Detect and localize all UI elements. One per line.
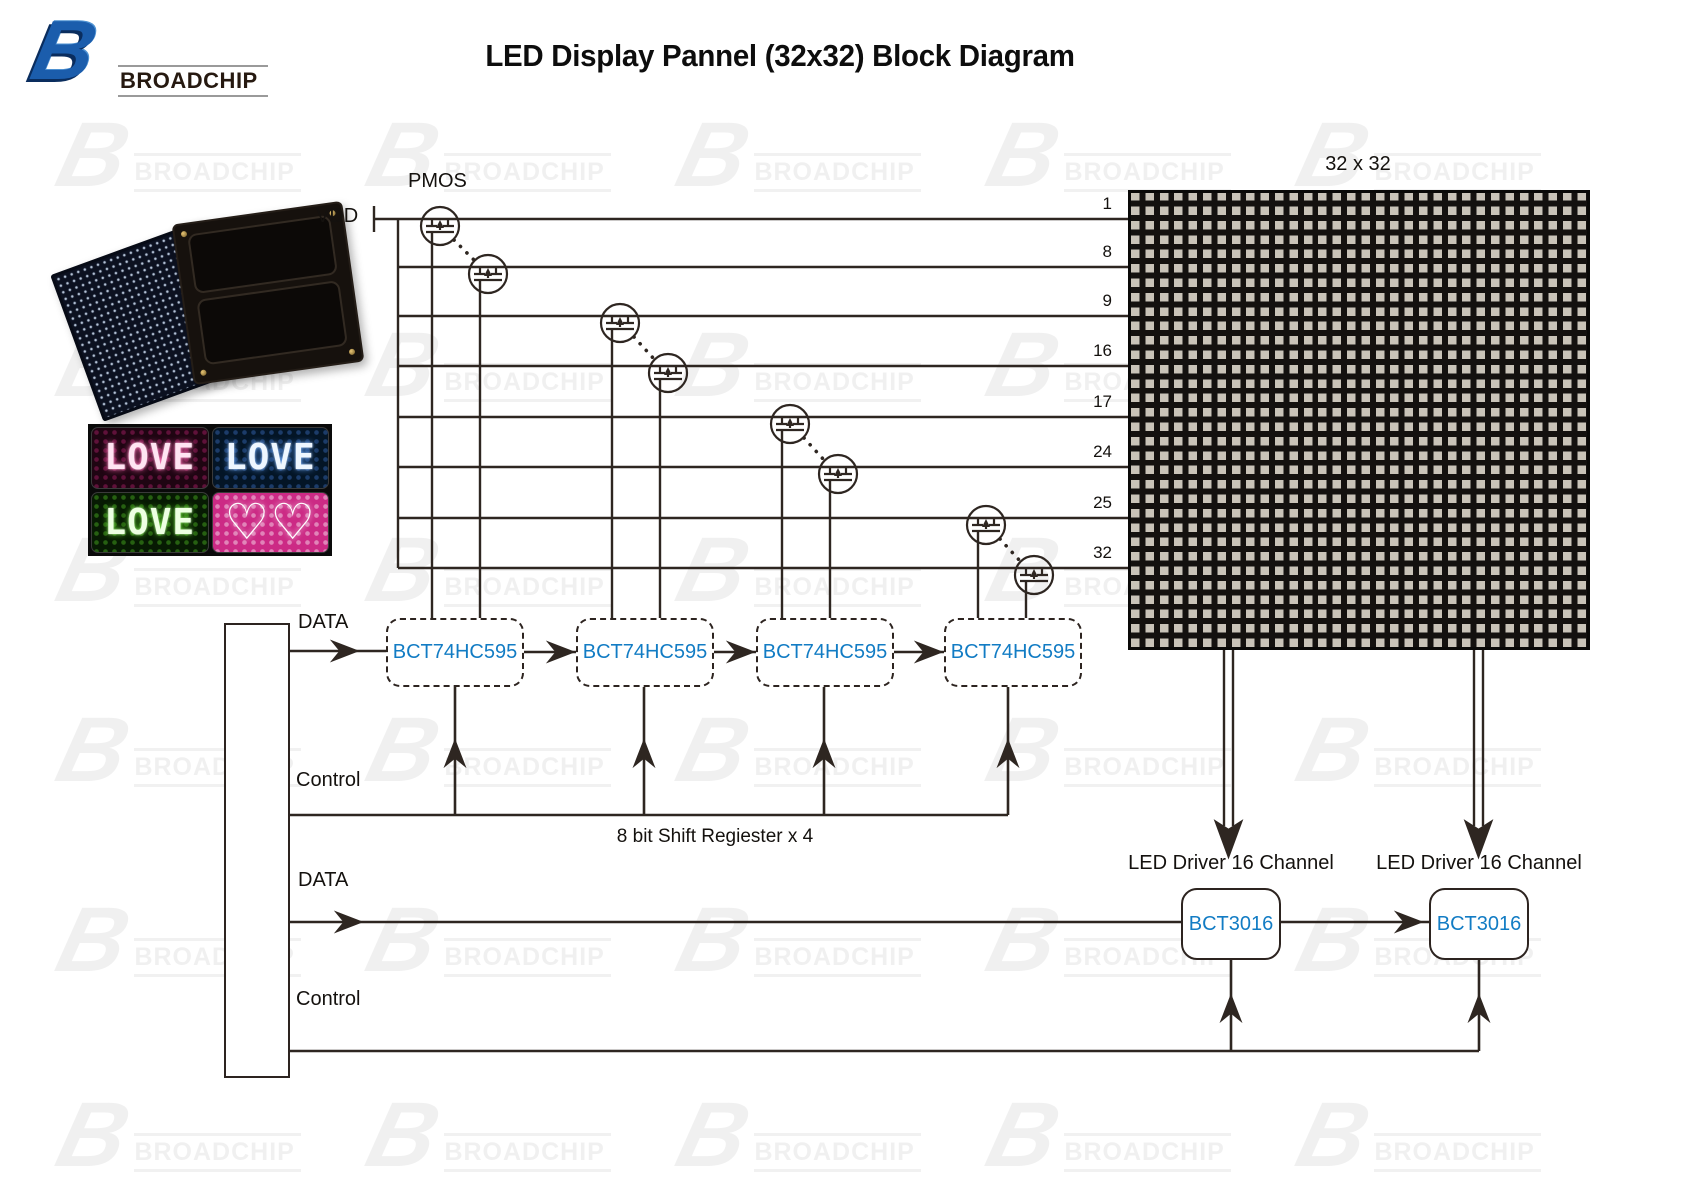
watermark-text: BROADCHIP bbox=[444, 362, 611, 402]
led-driver-label-1: LED Driver 16 Channel bbox=[1128, 852, 1334, 874]
row-number-16: 16 bbox=[1093, 341, 1112, 360]
control-label-1: Control bbox=[296, 769, 361, 791]
watermark-text: BROADCHIP bbox=[754, 937, 921, 977]
data-chain-arrows bbox=[290, 639, 944, 664]
shift-register-block-3: BCT74HC595 bbox=[756, 618, 894, 687]
watermark-text: BROADCHIP bbox=[444, 747, 611, 787]
chip-label: BCT3016 bbox=[1436, 912, 1522, 935]
watermark-text: BROADCHIP bbox=[444, 567, 611, 607]
watermark-text: BROADCHIP bbox=[754, 362, 921, 402]
shift-register-block-4: BCT74HC595 bbox=[944, 618, 1082, 687]
chip-label: BCT74HC595 bbox=[950, 641, 1076, 663]
chip-label: BCT74HC595 bbox=[762, 641, 888, 663]
watermark-text: BROADCHIP bbox=[754, 1132, 921, 1172]
ellipsis-dots bbox=[452, 238, 1022, 563]
watermark-text: BROADCHIP bbox=[754, 152, 921, 192]
led-matrix-32x32 bbox=[1128, 190, 1590, 650]
broadchip-logo: B BROADCHIP bbox=[24, 3, 270, 112]
row-number-8: 8 bbox=[1102, 242, 1112, 261]
row-number-25: 25 bbox=[1093, 493, 1112, 512]
watermark-text: BROADCHIP bbox=[1374, 1132, 1541, 1172]
data-label-1: DATA bbox=[298, 611, 349, 633]
shift-register-block-2: BCT74HC595 bbox=[576, 618, 714, 687]
pmos-transistors bbox=[419, 205, 1055, 596]
led-demo-photos: LOVE LOVE LOVE ♡♡ bbox=[88, 424, 332, 556]
led-driver-block-2: BCT3016 bbox=[1429, 888, 1529, 960]
gate-lines bbox=[430, 233, 1028, 618]
row-number-17: 17 bbox=[1093, 392, 1112, 411]
data-bus-drivers bbox=[290, 910, 1429, 934]
watermark-text: BROADCHIP bbox=[134, 567, 301, 607]
vdd-label: VDD bbox=[316, 205, 359, 227]
watermark-text: BROADCHIP bbox=[1374, 747, 1541, 787]
control-bus-shift bbox=[290, 687, 1020, 817]
input-connector-bar bbox=[224, 623, 290, 1078]
logo-name: BROADCHIP bbox=[118, 65, 268, 97]
watermark-text: BROADCHIP bbox=[1374, 152, 1541, 192]
watermark-text: BROADCHIP bbox=[134, 152, 301, 192]
watermark-text: BROADCHIP bbox=[444, 152, 611, 192]
led-demo-hearts-pink: ♡♡ bbox=[211, 491, 329, 553]
watermark-text: BROADCHIP bbox=[444, 937, 611, 977]
shift-register-note: 8 bit Shift Regiester x 4 bbox=[616, 826, 814, 847]
chip-label: BCT74HC595 bbox=[582, 641, 708, 663]
logo-b-glyph: B bbox=[24, 3, 105, 97]
led-demo-love-blue: LOVE bbox=[211, 427, 329, 489]
shift-register-block-1: BCT74HC595 bbox=[386, 618, 524, 687]
watermark-text: BROADCHIP bbox=[134, 1132, 301, 1172]
row-number-32: 32 bbox=[1093, 543, 1112, 562]
watermark-text: BROADCHIP bbox=[1064, 747, 1231, 787]
row-lines bbox=[372, 206, 1128, 570]
row-number-9: 9 bbox=[1102, 291, 1112, 310]
watermark-text: BROADCHIP bbox=[1064, 1132, 1231, 1172]
row-number-1: 1 bbox=[1102, 194, 1112, 213]
page-title: LED Display Pannel (32x32) Block Diagram bbox=[485, 38, 1075, 73]
watermark-text: BROADCHIP bbox=[444, 1132, 611, 1172]
matrix-size-label: 32 x 32 bbox=[1325, 153, 1391, 175]
pmos-label: PMOS bbox=[408, 170, 467, 192]
led-demo-love-green: LOVE bbox=[91, 491, 209, 553]
led-demo-love-pink: LOVE bbox=[91, 427, 209, 489]
led-driver-block-1: BCT3016 bbox=[1181, 888, 1281, 960]
control-bus-drivers bbox=[290, 960, 1491, 1053]
row-number-24: 24 bbox=[1093, 442, 1112, 461]
matrix-to-driver-drops bbox=[1213, 650, 1494, 860]
chip-label: BCT74HC595 bbox=[392, 641, 518, 663]
control-label-2: Control bbox=[296, 988, 361, 1010]
led-driver-label-2: LED Driver 16 Channel bbox=[1376, 852, 1582, 874]
chip-label: BCT3016 bbox=[1188, 912, 1274, 935]
data-label-2: DATA bbox=[298, 869, 349, 891]
